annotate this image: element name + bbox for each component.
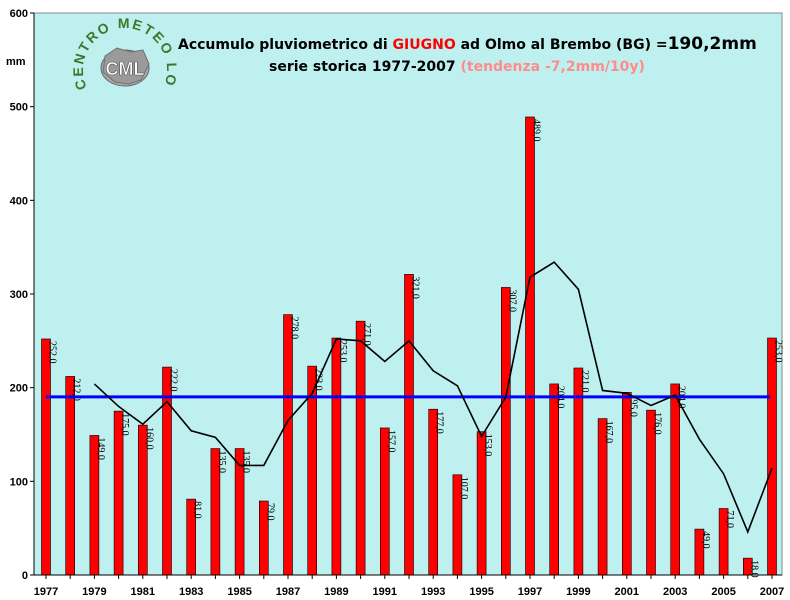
bar-1978 — [65, 376, 75, 576]
bar-label-1983: 81,0 — [192, 501, 203, 519]
bar-1977 — [41, 338, 51, 576]
bar-1999 — [573, 367, 584, 576]
bar-label-1990: 271,0 — [361, 323, 372, 346]
bar-label-2006: 18,0 — [748, 560, 759, 578]
bar-label-1977: 252,0 — [47, 341, 58, 364]
bar-label-1979: 149,0 — [95, 437, 106, 460]
bar-2007 — [767, 337, 777, 576]
bar-label-1989: 253,0 — [337, 340, 348, 363]
bar-1993 — [428, 408, 439, 576]
bar-label-1997: 489,0 — [531, 119, 542, 142]
bar-1996 — [500, 287, 511, 576]
x-tick-label: 2005 — [711, 586, 735, 598]
chart-subtitle: serie storica 1977-2007 (tendenza -7,2mm… — [269, 59, 645, 75]
logo-center-text: CML — [106, 59, 145, 79]
bar-label-2004: 49,0 — [700, 531, 711, 549]
x-tick-label: 1983 — [179, 586, 203, 598]
bar-label-1992: 321,0 — [410, 276, 421, 299]
bar-label-1984: 135,0 — [216, 451, 227, 474]
bar-label-2001: 195,0 — [627, 394, 638, 417]
x-tick-label: 1995 — [469, 586, 493, 598]
bar-label-1993: 177,0 — [434, 411, 445, 434]
y-tick-label: 100 — [10, 476, 28, 488]
chart-title: Accumulo pluviometrico di GIUGNO ad Olmo… — [178, 34, 757, 54]
bar-label-1980: 175,0 — [119, 413, 130, 436]
bar-1997 — [525, 116, 535, 576]
title-middle: ad Olmo al Brembo (BG) = — [456, 37, 668, 53]
x-tick-label: 2003 — [663, 586, 687, 598]
y-tick-label: 600 — [10, 8, 28, 20]
bar-label-1995: 153,0 — [482, 434, 493, 457]
subtitle-trend: (tendenza -7,2mm/10y) — [460, 59, 644, 75]
logo-region-shape — [102, 47, 150, 85]
y-axis: 0 100 200 300 400 500 600 — [10, 8, 35, 582]
bar-label-1999: 221,0 — [579, 370, 590, 393]
y-tick-label: 200 — [10, 383, 28, 395]
y-tick-label: 300 — [10, 289, 28, 301]
bar-label-1987: 278,0 — [289, 317, 300, 340]
x-tick-label: 1997 — [518, 586, 542, 598]
x-tick-label: 1989 — [324, 586, 348, 598]
x-tick-label: 1979 — [82, 586, 106, 598]
x-tick-label: 1985 — [227, 586, 251, 598]
bar-2001 — [621, 392, 632, 576]
x-tick-label: 1981 — [131, 586, 155, 598]
x-tick-label: 1977 — [34, 586, 58, 598]
title-month: GIUGNO — [393, 37, 456, 53]
bar-label-1981: 160,0 — [143, 427, 154, 450]
y-tick-label: 400 — [10, 195, 28, 207]
bar-1990 — [355, 320, 366, 576]
y-axis-label: mm — [6, 56, 26, 68]
bar-label-2002: 176,0 — [652, 412, 663, 435]
bar-label-2000: 167,0 — [603, 421, 614, 444]
bar-2003 — [670, 383, 681, 576]
title-prefix: Accumulo pluviometrico di — [178, 37, 393, 53]
bar-1987 — [283, 314, 293, 576]
moving-average-line — [93, 261, 773, 535]
bar-1980 — [113, 410, 124, 576]
y-tick-label: 500 — [10, 102, 28, 114]
bar-label-1978: 212,0 — [71, 378, 82, 401]
bar-1992 — [404, 274, 414, 576]
x-axis: 1977 1979 1981 1983 1985 1987 1989 1991 1993 1995… — [34, 574, 784, 598]
bar-label-2005: 71,0 — [724, 510, 735, 528]
x-tick-label: 1999 — [566, 586, 590, 598]
bar-1998 — [549, 383, 560, 576]
bar-label-1982: 222,0 — [168, 369, 179, 392]
subtitle-series: serie storica 1977-2007 — [269, 59, 460, 75]
bar-label-1994: 107,0 — [458, 477, 469, 500]
bar-label-1996: 307,0 — [506, 289, 517, 312]
title-value: 190,2mm — [668, 34, 757, 54]
bar-label-2007: 253,0 — [773, 340, 784, 363]
bar-label-1985: 135,0 — [240, 451, 251, 474]
x-tick-label: 2007 — [760, 586, 784, 598]
bar-label-1986: 79,0 — [264, 503, 275, 520]
bar-1989 — [331, 337, 342, 576]
bar-value-labels: 252,0 212,0 149,0 175,0 160,0 222,0 81,0 135,0 1… — [47, 119, 784, 578]
x-tick-label: 1993 — [421, 586, 445, 598]
x-tick-label: 1987 — [276, 586, 300, 598]
y-tick-label: 0 — [22, 570, 28, 582]
x-tick-label: 1991 — [373, 586, 397, 598]
x-tick-label: 2001 — [615, 586, 639, 598]
bar-2002 — [646, 409, 656, 576]
bars — [41, 116, 777, 576]
bar-label-1991: 157,0 — [385, 430, 396, 453]
